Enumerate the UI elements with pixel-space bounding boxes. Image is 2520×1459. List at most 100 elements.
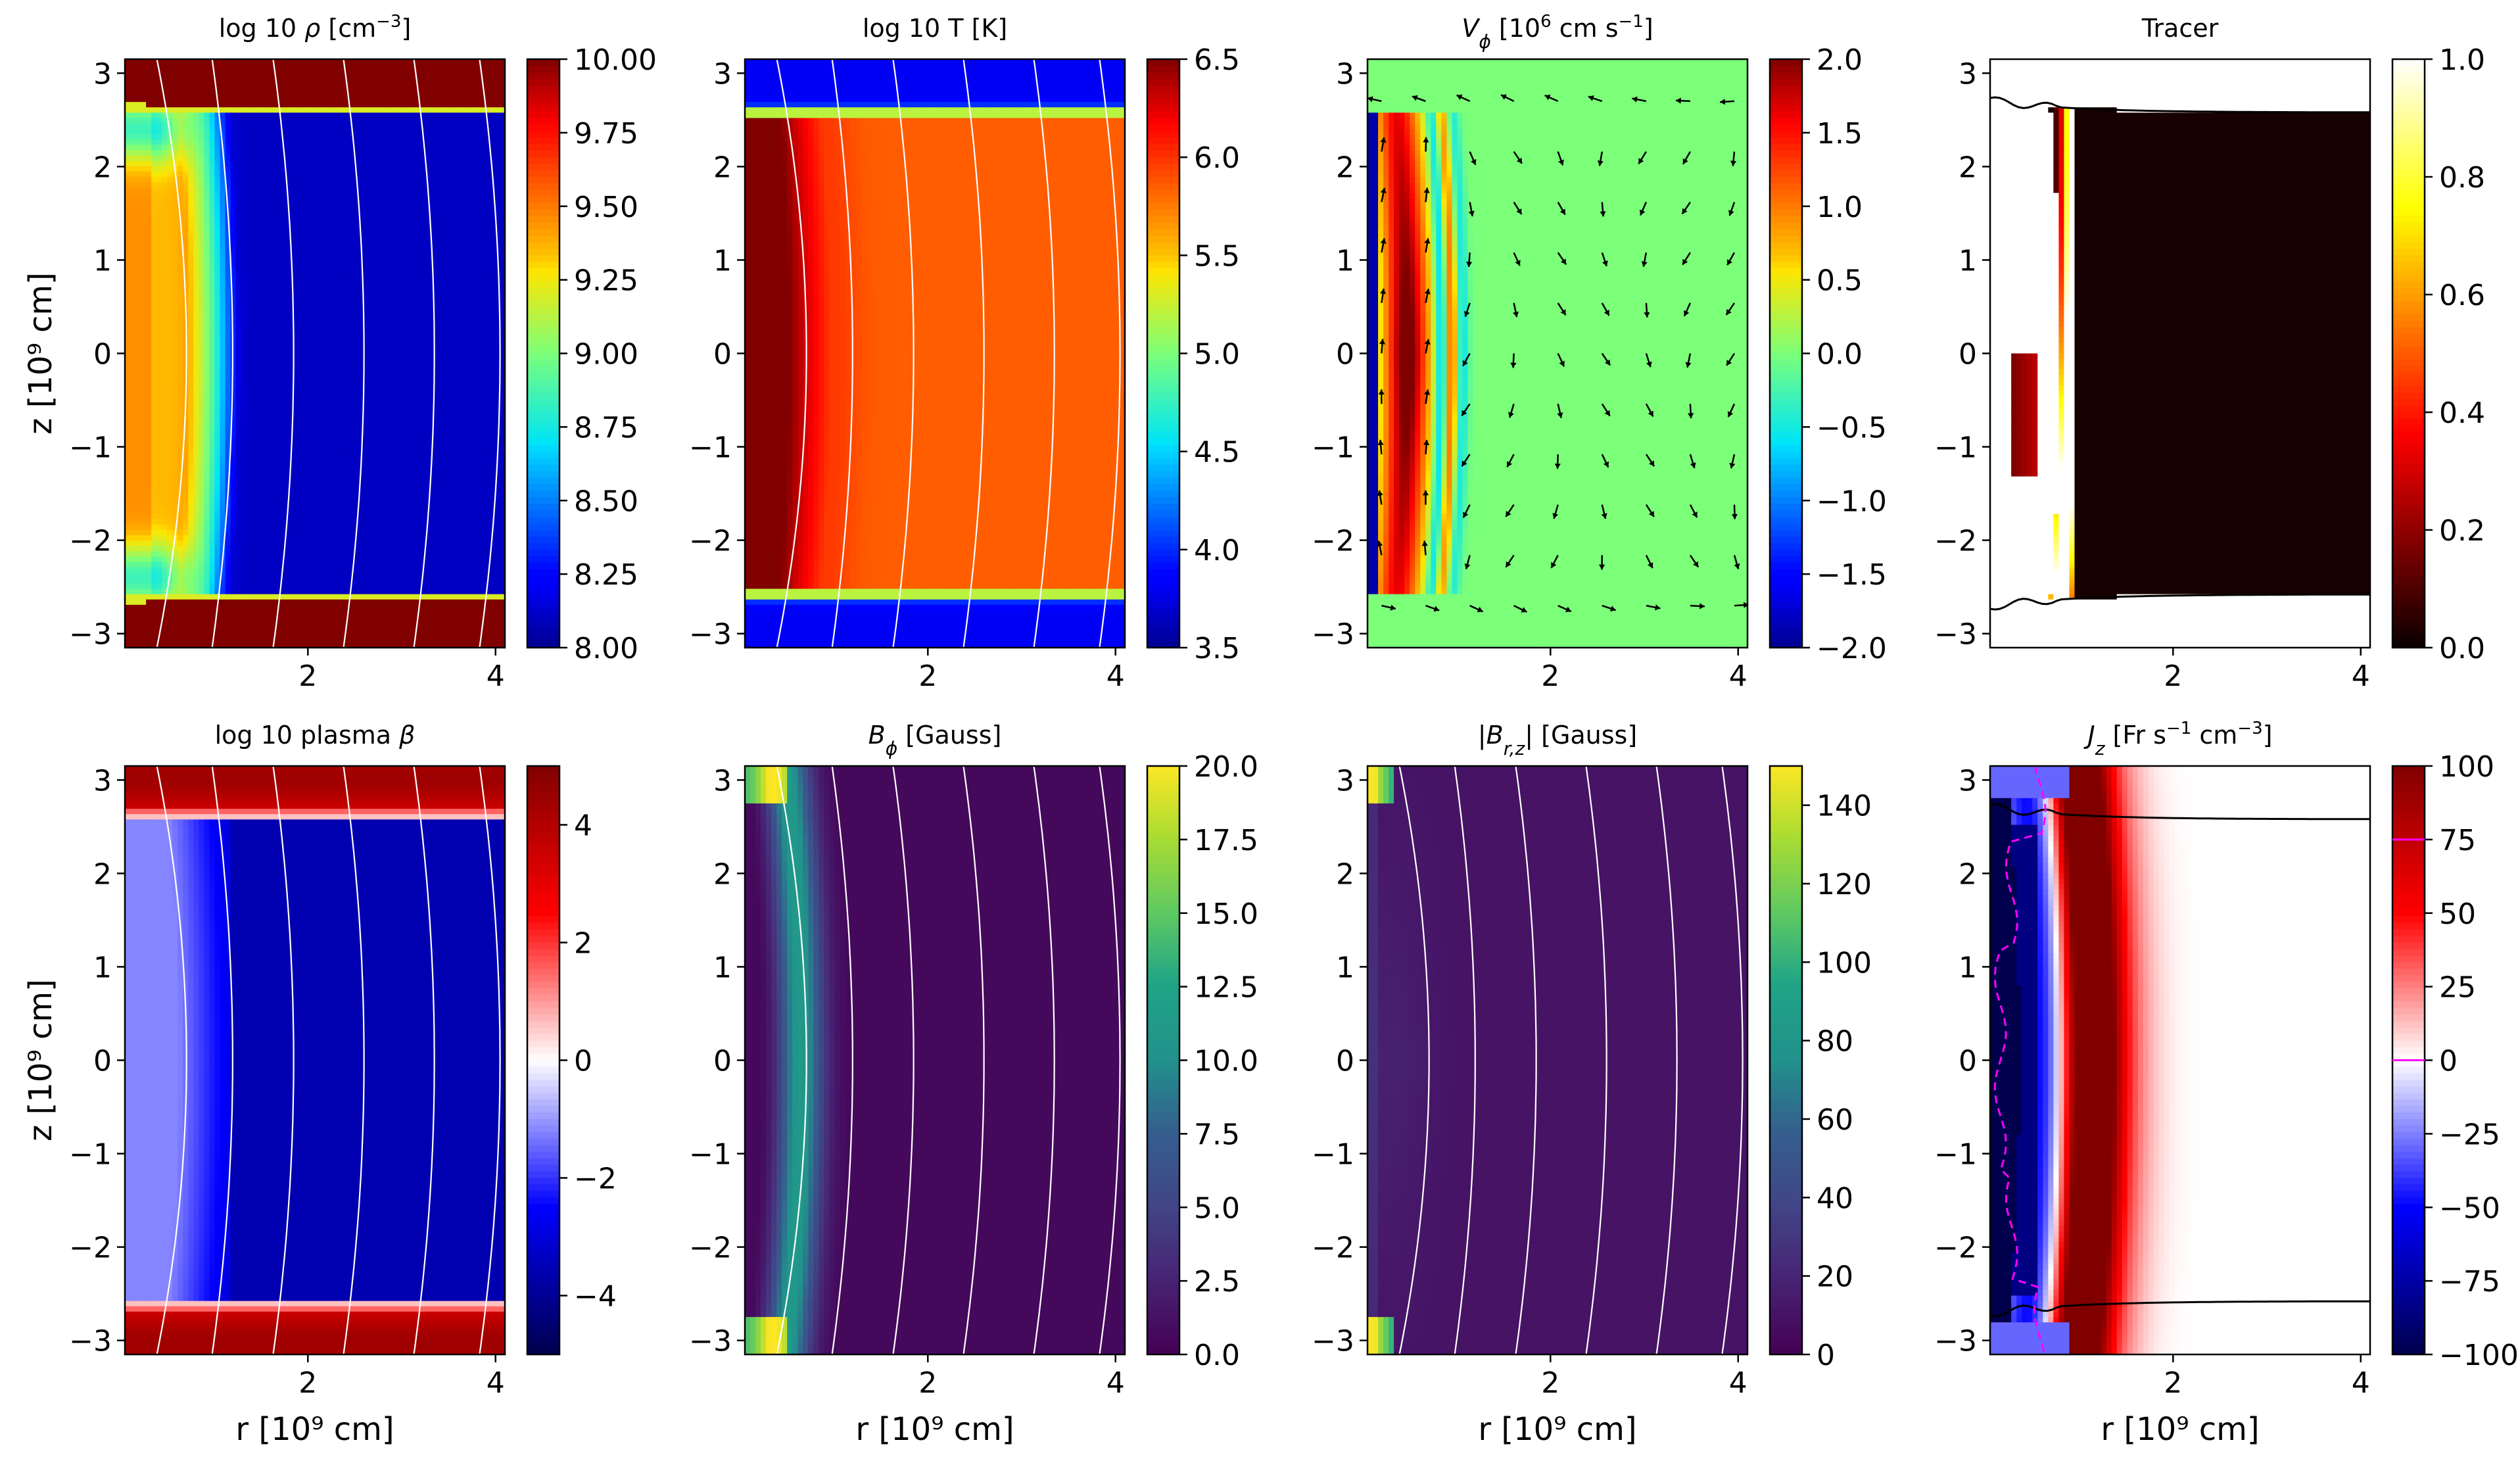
heatmap-cell xyxy=(252,385,258,391)
heatmap-cell xyxy=(341,348,347,354)
heatmap-cell xyxy=(125,102,131,108)
heatmap-cell xyxy=(236,134,242,140)
heatmap-cell xyxy=(268,214,273,220)
heatmap-cell xyxy=(421,70,427,76)
heatmap-cell xyxy=(236,354,242,360)
heatmap-cell xyxy=(214,257,220,263)
heatmap-cell xyxy=(172,209,178,215)
heatmap-cell xyxy=(421,220,427,226)
heatmap-cell xyxy=(209,193,215,199)
heatmap-cell xyxy=(236,316,242,322)
heatmap-cell xyxy=(130,187,136,193)
heatmap-cell xyxy=(209,375,215,381)
heatmap-cell xyxy=(151,225,157,231)
heatmap-cell xyxy=(209,161,215,167)
heatmap-cell xyxy=(146,112,152,118)
heatmap-cell xyxy=(304,124,310,130)
heatmap-cell xyxy=(188,262,194,268)
heatmap-cell xyxy=(346,396,352,402)
heatmap-cell xyxy=(383,112,389,118)
heatmap-cell xyxy=(352,316,358,322)
heatmap-cell xyxy=(178,391,183,396)
heatmap-cell xyxy=(315,241,321,247)
heatmap-cell xyxy=(283,241,289,247)
heatmap-cell xyxy=(437,354,442,360)
heatmap-cell xyxy=(204,86,210,92)
heatmap-cell xyxy=(247,86,252,92)
heatmap-cell xyxy=(172,241,178,247)
heatmap-cell xyxy=(204,107,210,113)
heatmap-cell xyxy=(479,257,485,263)
heatmap-cell xyxy=(394,70,400,76)
heatmap-cell xyxy=(484,204,490,210)
heatmap-cell xyxy=(151,418,157,423)
heatmap-cell xyxy=(130,241,136,247)
heatmap-cell xyxy=(310,402,316,408)
heatmap-cell xyxy=(484,337,490,343)
heatmap-cell xyxy=(226,407,231,413)
heatmap-cell xyxy=(437,370,442,375)
heatmap-cell xyxy=(125,310,131,316)
heatmap-cell xyxy=(389,86,394,92)
heatmap-cell xyxy=(252,327,258,333)
heatmap-cell xyxy=(273,364,279,370)
heatmap-cell xyxy=(130,289,136,295)
heatmap-cell xyxy=(220,70,226,76)
heatmap-cell xyxy=(262,139,268,145)
heatmap-cell xyxy=(252,193,258,199)
heatmap-cell xyxy=(299,139,305,145)
heatmap-cell xyxy=(421,343,427,348)
heatmap-cell xyxy=(352,279,358,285)
heatmap-cell xyxy=(437,81,442,87)
heatmap-cell xyxy=(236,187,242,193)
heatmap-cell xyxy=(346,337,352,343)
heatmap-cell xyxy=(447,354,453,360)
heatmap-cell xyxy=(209,402,215,408)
heatmap-cell xyxy=(368,230,373,236)
heatmap-cell xyxy=(273,385,279,391)
heatmap-cell xyxy=(262,118,268,124)
heatmap-cell xyxy=(220,118,226,124)
heatmap-cell xyxy=(273,129,279,135)
heatmap-cell xyxy=(331,64,337,70)
heatmap-cell xyxy=(141,204,147,210)
heatmap-cell xyxy=(331,236,337,242)
heatmap-cell xyxy=(273,327,279,333)
heatmap-cell xyxy=(437,316,442,322)
heatmap-cell xyxy=(183,139,189,145)
heatmap-cell xyxy=(156,145,162,151)
heatmap-cell xyxy=(135,118,141,124)
heatmap-cell xyxy=(458,391,464,396)
heatmap-cell xyxy=(447,177,453,183)
heatmap-cell xyxy=(273,150,279,156)
heatmap-cell xyxy=(130,204,136,210)
heatmap-cell xyxy=(162,370,168,375)
heatmap-cell xyxy=(378,107,384,113)
heatmap-cell xyxy=(399,241,405,247)
heatmap-cell xyxy=(404,166,410,172)
heatmap-cell xyxy=(458,273,464,279)
heatmap-cell xyxy=(151,118,157,124)
heatmap-cell xyxy=(283,247,289,252)
heatmap-cell xyxy=(479,343,485,348)
heatmap-cell xyxy=(362,204,368,210)
heatmap-cell xyxy=(273,391,279,396)
heatmap-cell xyxy=(268,86,273,92)
heatmap-cell xyxy=(421,385,427,391)
heatmap-cell xyxy=(431,129,437,135)
heatmap-cell xyxy=(199,423,204,429)
heatmap-cell xyxy=(452,187,458,193)
heatmap-cell xyxy=(378,199,384,204)
heatmap-cell xyxy=(226,380,231,386)
heatmap-cell xyxy=(299,225,305,231)
heatmap-cell xyxy=(325,364,331,370)
heatmap-cell xyxy=(220,423,226,429)
heatmap-cell xyxy=(278,182,284,188)
heatmap-cell xyxy=(368,402,373,408)
heatmap-cell xyxy=(394,412,400,418)
heatmap-cell xyxy=(468,279,474,285)
heatmap-cell xyxy=(473,343,479,348)
heatmap-cell xyxy=(479,155,485,161)
heatmap-cell xyxy=(373,91,379,97)
heatmap-cell xyxy=(252,295,258,300)
